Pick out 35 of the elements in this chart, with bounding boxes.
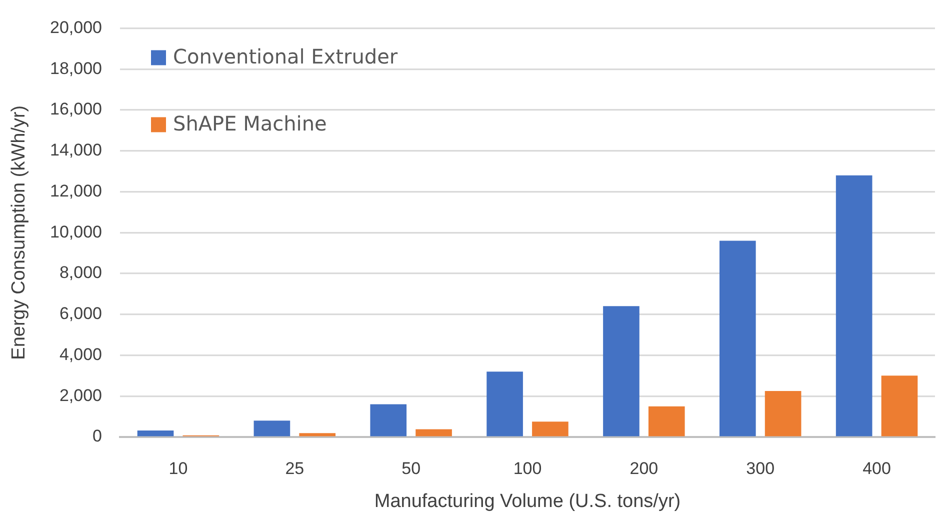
- y-tick-label: 6,000: [59, 304, 102, 324]
- y-axis-title: Energy Consumption (kWh/yr): [8, 105, 30, 360]
- x-tick-label: 200: [630, 458, 658, 478]
- bar: [370, 404, 407, 436]
- y-tick-label: 2,000: [59, 386, 102, 405]
- y-tick-label: 18,000: [50, 58, 102, 78]
- y-tick-label: 0: [92, 426, 102, 446]
- y-tick-label: 14,000: [50, 140, 102, 160]
- x-tick-label: 400: [862, 458, 891, 478]
- y-tick-label: 20,000: [50, 18, 102, 37]
- legend-label: Conventional Extruder: [173, 44, 398, 68]
- y-tick-label: 4,000: [59, 344, 102, 364]
- x-axis-title: Manufacturing Volume (U.S. tons/yr): [374, 490, 681, 512]
- bar: [881, 376, 918, 436]
- x-tick-label: 25: [285, 458, 304, 478]
- x-tick-label: 300: [746, 458, 775, 478]
- bar: [416, 429, 452, 436]
- bar: [764, 391, 802, 436]
- x-tick-label: 100: [513, 458, 542, 478]
- bar: [532, 422, 568, 436]
- bar: [719, 240, 756, 436]
- bar: [603, 306, 640, 436]
- bar: [299, 433, 336, 436]
- bar: [254, 420, 290, 436]
- bar: [648, 406, 685, 436]
- bar: [137, 430, 174, 436]
- y-tick-label: 16,000: [50, 100, 102, 119]
- x-tick-label: 10: [168, 458, 188, 478]
- x-tick-label: 50: [402, 458, 421, 478]
- y-tick-label: 10,000: [50, 222, 102, 242]
- bar: [836, 175, 872, 436]
- bar: [486, 372, 523, 436]
- y-tick-label: 8,000: [59, 263, 102, 282]
- y-tick-label: 12,000: [50, 181, 102, 200]
- legend-label: ShAPE Machine: [173, 111, 327, 136]
